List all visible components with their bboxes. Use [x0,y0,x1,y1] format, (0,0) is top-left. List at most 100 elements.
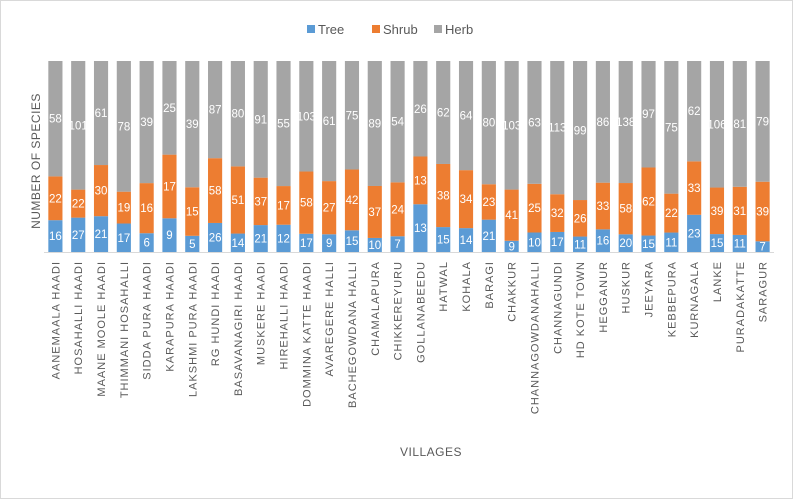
x-tick-kebbepura: KEBBEPURA [666,261,678,337]
bar-herb-karapura-haadi [162,61,177,155]
bar-tree-avaregere-halli [322,234,337,252]
data-label-shrub-kurnagala: 33 [688,183,701,195]
x-tick-saragur: SARAGUR [758,261,770,322]
data-label-shrub-hatwal: 38 [437,191,450,203]
data-label-herb-sidda-pura-haadi: 39 [140,117,153,129]
bar-shrub-puradakatte [732,186,747,235]
legend-swatch-tree [307,25,315,33]
bar-shrub-chakkur [504,189,519,241]
data-label-shrub-kebbepura: 22 [665,208,678,220]
data-label-tree-hegganur: 16 [597,236,610,248]
x-tick-dommina-katte-haadi: DOMMINA KATTE HAADI [301,261,313,407]
bar-tree-dommina-katte-haadi [299,233,314,252]
data-label-herb-huskur: 138 [616,117,635,129]
bar-herb-baragi [481,61,496,185]
x-tick-hegganur: HEGGANUR [598,261,610,333]
data-label-tree-dommina-katte-haadi: 17 [300,238,313,250]
data-label-herb-chakkur: 103 [502,120,521,132]
bar-shrub-kurnagala [687,161,702,215]
bar-shrub-hatwal [436,163,451,228]
data-label-tree-kurnagala: 23 [688,228,701,240]
bar-tree-hd-kote-town [573,236,588,252]
x-tick-rg-hundi-haadi: RG HUNDI HAADI [210,261,222,366]
data-label-herb-aanemaala-haadi: 58 [49,114,62,126]
bar-tree-channagundi [550,231,565,252]
data-label-tree-channagowdanahalli: 10 [528,237,541,249]
data-label-herb-chikkereyuru: 54 [391,117,404,129]
bar-tree-hosahalli-haadi [71,217,86,252]
bar-herb-hegganur [595,61,610,183]
x-tick-hosahalli-haadi: HOSAHALLI HAADI [73,261,85,374]
bar-tree-hegganur [595,229,610,252]
bar-tree-kohala [458,228,474,253]
data-label-shrub-jeeyara: 62 [642,197,655,209]
data-label-tree-aanemaala-haadi: 16 [49,231,62,243]
data-label-shrub-sidda-pura-haadi: 16 [140,203,153,215]
y-axis-title: NUMBER OF SPECIES [29,93,43,229]
data-label-shrub-maane-moole-haadi: 30 [95,186,108,198]
data-label-herb-kebbepura: 75 [665,122,678,134]
bar-tree-chamalapura [367,237,382,252]
data-label-tree-baragi: 21 [482,231,495,243]
bar-shrub-thimmani-hosahalli [116,191,131,224]
bar-herb-chamalapura [367,61,382,186]
data-labels: 1622582722101213061171978616399172551539… [49,103,769,254]
data-label-tree-maane-moole-haadi: 21 [95,229,108,241]
x-tick-basavanagiri-haadi: BASAVANAGIRI HAADI [233,261,245,396]
data-label-herb-bachegowdana-halli: 75 [346,110,359,122]
data-label-herb-hegganur: 86 [597,117,610,129]
x-tick-lanke: LANKE [712,261,724,302]
bar-tree-chikkereyuru [390,236,405,252]
bar-tree-hirehalli-haadi [276,224,291,252]
bar-shrub-hirehalli-haadi [276,186,291,225]
data-label-herb-kohala: 64 [460,111,473,123]
data-label-tree-muskere-haadi: 21 [254,234,267,246]
data-label-shrub-saragur: 39 [756,207,769,219]
data-label-tree-hd-kote-town: 11 [574,239,586,251]
x-tick-aanemaala-haadi: AANEMAALA HAADI [50,261,62,379]
x-tick-huskur: HUSKUR [621,261,633,313]
bar-tree-kebbepura [664,232,679,252]
bar-herb-muskere-haadi [253,61,268,178]
data-label-tree-hosahalli-haadi: 27 [72,230,85,242]
bar-shrub-jeeyara [641,167,656,236]
data-label-tree-basavanagiri-haadi: 14 [232,238,245,250]
data-label-herb-saragur: 79 [756,116,769,128]
bar-shrub-saragur [755,181,770,242]
bar-tree-aanemaala-haadi [48,220,63,252]
data-label-tree-sidda-pura-haadi: 6 [143,238,149,250]
data-label-shrub-bachegowdana-halli: 42 [346,195,359,207]
data-label-herb-thimmani-hosahalli: 78 [117,121,130,133]
legend: Tree Shrub Herb [307,22,473,37]
data-label-herb-lanke: 106 [707,119,726,131]
bar-tree-jeeyara [641,235,656,252]
bar-shrub-kebbepura [664,193,679,233]
data-label-shrub-huskur: 58 [619,204,632,216]
x-axis-title: VILLAGES [400,445,462,459]
x-tick-chamalapura: CHAMALAPURA [370,261,382,356]
bar-herb-maane-moole-haadi [93,61,109,166]
bar-tree-gollanabeedu [413,204,428,252]
data-label-herb-hatwal: 62 [437,107,450,119]
data-label-tree-chamalapura: 10 [368,240,381,252]
data-label-tree-lanke: 15 [711,238,724,250]
x-tick-chakkur: CHAKKUR [507,261,519,322]
data-label-herb-avaregere-halli: 61 [323,116,336,128]
data-label-shrub-kohala: 34 [460,194,473,206]
data-label-tree-saragur: 7 [759,242,765,254]
bar-herb-hd-kote-town [573,61,588,201]
bar-shrub-kohala [458,170,474,229]
bar-herb-chikkereyuru [390,61,405,183]
x-tick-gollanabeedu: GOLLANABEEDU [415,261,427,363]
data-label-herb-hirehalli-haadi: 55 [277,119,290,131]
data-label-herb-dommina-katte-haadi: 103 [297,111,316,123]
bar-tree-sidda-pura-haadi [139,233,154,252]
bar-tree-channagowdanahalli [527,232,542,252]
data-label-tree-rg-hundi-haadi: 26 [209,232,222,244]
x-tick-chikkereyuru: CHIKKEREYURU [393,261,405,360]
bar-shrub-muskere-haadi [253,177,268,226]
bar-tree-lakshmi-pura-haadi [185,235,200,252]
data-label-shrub-hosahalli-haadi: 22 [72,199,85,211]
data-label-shrub-lanke: 39 [711,206,724,218]
bar-shrub-basavanagiri-haadi [230,166,245,234]
